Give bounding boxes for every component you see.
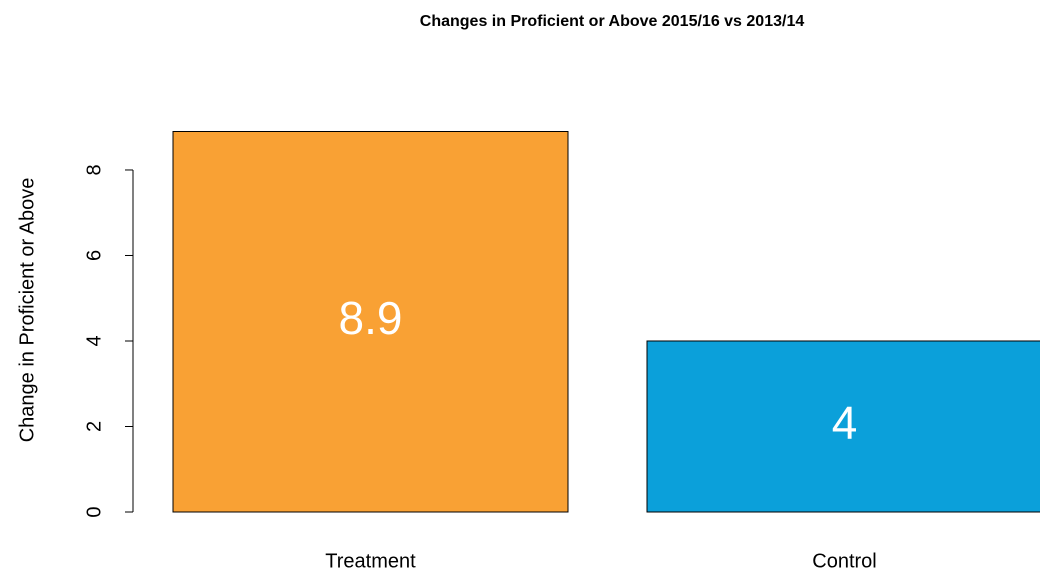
value-label: 4 [832,397,858,449]
y-axis-label: Change in Proficient or Above [16,178,38,443]
y-tick-label: 2 [83,421,105,432]
x-tick-label: Control [812,550,876,572]
value-label: 8.9 [339,292,403,344]
bar [172,131,569,513]
y-tick-label: 0 [83,506,105,517]
y-tick-label: 4 [83,335,105,346]
y-tick-label: 8 [83,164,105,175]
bar [646,340,1040,513]
chart-title: Changes in Proficient or Above 2015/16 v… [420,13,805,30]
x-tick-label: Treatment [325,550,416,572]
y-tick-label: 6 [83,250,105,261]
